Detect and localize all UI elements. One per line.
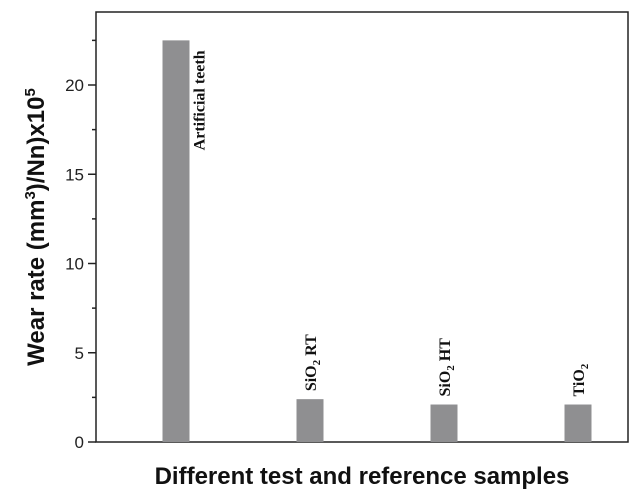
- y-axis-title-sup-2: 5: [22, 88, 39, 96]
- bar: [296, 399, 324, 442]
- bars: [162, 40, 592, 442]
- y-axis-title-mid: )/Nn)x10: [23, 97, 50, 192]
- bar-label: Artificial teeth: [192, 50, 209, 150]
- y-tick-label: 10: [65, 255, 84, 274]
- y-axis-title-main: Wear rate (mm: [23, 200, 50, 366]
- y-axis-title: Wear rate (mm3)/Nn)x105: [22, 88, 50, 366]
- y-tick-label: 5: [75, 344, 84, 363]
- bar-labels: Artificial teeth SiO2 RT SiO2 HT TiO2: [192, 50, 592, 396]
- x-axis-title: Different test and reference samples: [155, 463, 570, 490]
- y-axis-title-sup-1: 3: [22, 191, 39, 199]
- y-axis-ticks: 0 5 10 15 20: [65, 39, 96, 452]
- bar-label: TiO2: [571, 363, 591, 396]
- y-tick-label: 15: [65, 165, 84, 184]
- y-tick-label: 20: [65, 76, 84, 95]
- bar-label: SiO2 RT: [303, 334, 323, 391]
- bar-label: SiO2 HT: [437, 338, 457, 397]
- bar: [430, 404, 458, 442]
- bar: [564, 404, 592, 442]
- plot-frame: [95, 11, 629, 443]
- y-tick-label: 0: [75, 433, 84, 452]
- bar: [162, 40, 190, 442]
